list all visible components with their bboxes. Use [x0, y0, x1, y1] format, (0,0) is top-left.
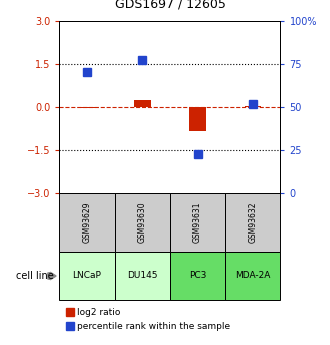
Text: percentile rank within the sample: percentile rank within the sample [77, 322, 230, 331]
Text: cell line: cell line [16, 271, 54, 281]
Bar [245, 106, 261, 107]
Text: DU145: DU145 [127, 272, 157, 280]
Text: GSM93631: GSM93631 [193, 202, 202, 243]
Bar [79, 107, 95, 108]
Text: GDS1697 / 12605: GDS1697 / 12605 [115, 0, 225, 10]
Text: log2 ratio: log2 ratio [77, 308, 120, 317]
Text: GSM93632: GSM93632 [248, 202, 257, 243]
Text: MDA-2A: MDA-2A [235, 272, 271, 280]
Text: LNCaP: LNCaP [73, 272, 102, 280]
Bar [134, 100, 150, 107]
Text: GSM93629: GSM93629 [82, 202, 91, 243]
Text: PC3: PC3 [189, 272, 206, 280]
Bar [189, 107, 206, 131]
Text: GSM93630: GSM93630 [138, 202, 147, 243]
